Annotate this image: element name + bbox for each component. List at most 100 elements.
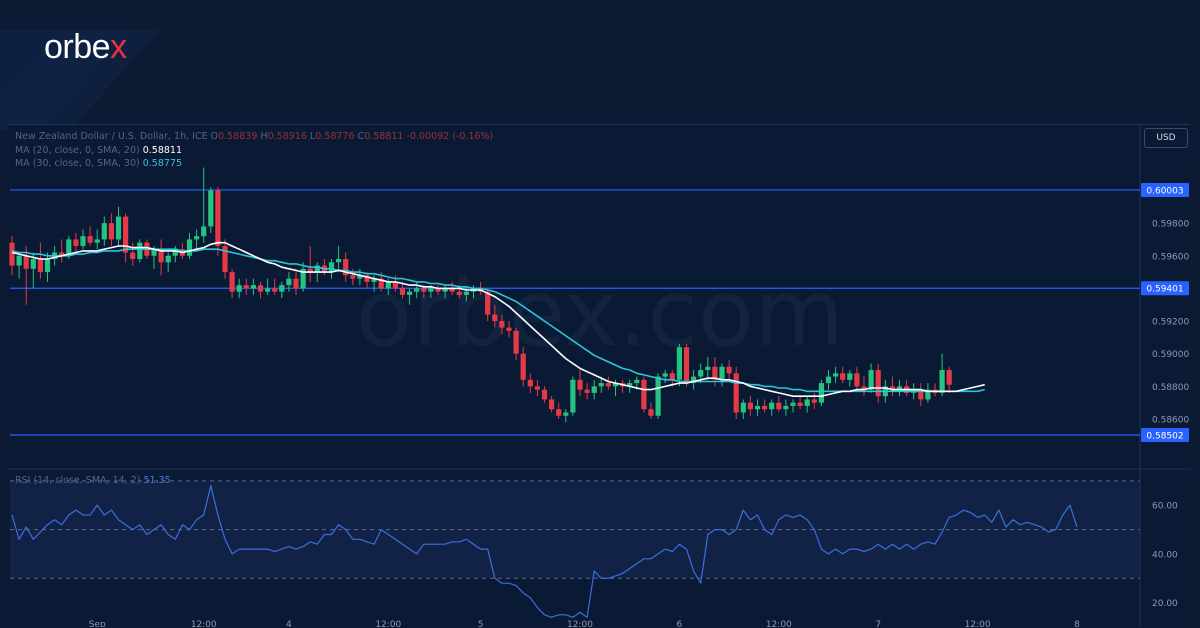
- candle-body: [655, 376, 661, 416]
- candle-body: [818, 383, 824, 403]
- rsi-tick-label: 60.00: [1152, 502, 1178, 512]
- candle-body: [449, 288, 455, 292]
- candle-body: [407, 291, 413, 295]
- time-tick-label: 12:00: [766, 620, 792, 627]
- level-price-label: 0.60003: [1146, 186, 1183, 196]
- level-price-label: 0.58502: [1146, 432, 1183, 442]
- candle-body: [378, 278, 384, 289]
- open-value: 0.58839: [218, 131, 258, 142]
- candle-body: [712, 366, 718, 380]
- candle-body: [428, 288, 434, 292]
- logo-wordmark: orbe: [44, 28, 111, 66]
- candle-body: [343, 259, 349, 276]
- candle-body: [612, 383, 619, 387]
- ma20-line: [11, 241, 985, 398]
- candle-body: [925, 389, 931, 400]
- ma30-line: [11, 248, 985, 393]
- candle-body: [80, 236, 86, 246]
- candle-body: [733, 373, 739, 413]
- price-tick-label: 0.59600: [1152, 252, 1189, 262]
- candle-body: [151, 249, 157, 256]
- candle-body: [591, 386, 597, 393]
- candle-body: [769, 402, 775, 410]
- rsi-label: RSI (14, close, SMA, 14, 2): [15, 475, 141, 486]
- candle-body: [265, 288, 271, 292]
- candle-body: [825, 376, 832, 384]
- candle-body: [776, 402, 782, 410]
- candle-body: [648, 409, 654, 416]
- candle-body: [790, 402, 796, 406]
- rsi-legend: RSI (14, close, SMA, 14, 2) 51.35: [15, 475, 171, 486]
- high-label: H: [260, 131, 268, 142]
- candle-body: [605, 383, 611, 387]
- candle-body: [222, 245, 228, 273]
- candle-body: [563, 412, 569, 416]
- candle-body: [37, 259, 43, 273]
- candle-body: [534, 386, 540, 390]
- ma30-legend: MA (30, close, 0, SMA, 30) 0.58775: [15, 158, 182, 169]
- candle-body: [158, 249, 164, 263]
- candle-body: [101, 223, 107, 240]
- candle-body: [435, 288, 441, 292]
- symbol-name: New Zealand Dollar / U.S. Dollar, 1h, IC…: [15, 131, 208, 142]
- open-label: O: [210, 131, 219, 142]
- time-tick-label: 7: [875, 620, 881, 627]
- candle-body: [215, 190, 221, 246]
- candle-body: [300, 268, 306, 289]
- rsi-line: [11, 485, 1078, 618]
- candle-body: [740, 402, 746, 413]
- candle-body: [747, 402, 753, 410]
- candle-body: [485, 291, 491, 315]
- candle-body: [350, 275, 356, 279]
- candle-body: [520, 353, 526, 380]
- candle-body: [918, 389, 924, 400]
- candle-body: [123, 216, 129, 253]
- candle-body: [421, 288, 427, 292]
- candle-body: [875, 370, 881, 397]
- candle-body: [392, 281, 398, 289]
- candle-body: [691, 376, 697, 384]
- price-tick-label: 0.59800: [1152, 220, 1189, 230]
- candle-body: [584, 389, 590, 393]
- candle-body: [854, 373, 860, 387]
- candle-body: [811, 399, 817, 403]
- rsi-tick-label: 20.00: [1152, 599, 1178, 609]
- time-tick-label: 12:00: [965, 620, 991, 627]
- candle-body: [570, 379, 576, 413]
- candle-body: [9, 242, 15, 266]
- candle-body: [229, 272, 235, 292]
- close-value: 0.58811: [364, 131, 404, 142]
- candle-body: [442, 288, 448, 292]
- candle-body: [130, 252, 136, 260]
- change-value: -0.00092 (-0.16%): [406, 131, 494, 142]
- candle-body: [499, 321, 505, 328]
- candle-body: [186, 239, 193, 256]
- price-tick-label: 0.59000: [1152, 350, 1189, 360]
- close-label: C: [357, 131, 365, 142]
- candle-body: [137, 242, 143, 260]
- candle-body: [896, 386, 903, 390]
- time-tick-label: 5: [478, 620, 484, 627]
- level-price-label: 0.59401: [1146, 285, 1183, 295]
- candle-body: [598, 383, 604, 387]
- time-tick-label: Sep: [89, 620, 106, 627]
- candle-body: [108, 223, 114, 240]
- candle-body: [87, 236, 93, 243]
- low-value: 0.58776: [315, 131, 355, 142]
- candle-body: [506, 327, 512, 331]
- currency-button[interactable]: USD: [1144, 128, 1188, 148]
- logo-accent-letter: x: [110, 28, 127, 66]
- level-price-tag: [1141, 428, 1189, 443]
- ma30-label: MA (30, close, 0, SMA, 30): [15, 158, 140, 169]
- candle-body: [385, 281, 391, 289]
- candle-body: [336, 259, 342, 263]
- candle-body: [66, 239, 72, 256]
- candle-body: [804, 399, 810, 406]
- candle-body: [194, 236, 200, 240]
- rsi-band: [10, 480, 1140, 579]
- candle-body: [307, 268, 313, 273]
- candle-body: [23, 255, 29, 269]
- ma20-value: 0.58811: [142, 145, 183, 156]
